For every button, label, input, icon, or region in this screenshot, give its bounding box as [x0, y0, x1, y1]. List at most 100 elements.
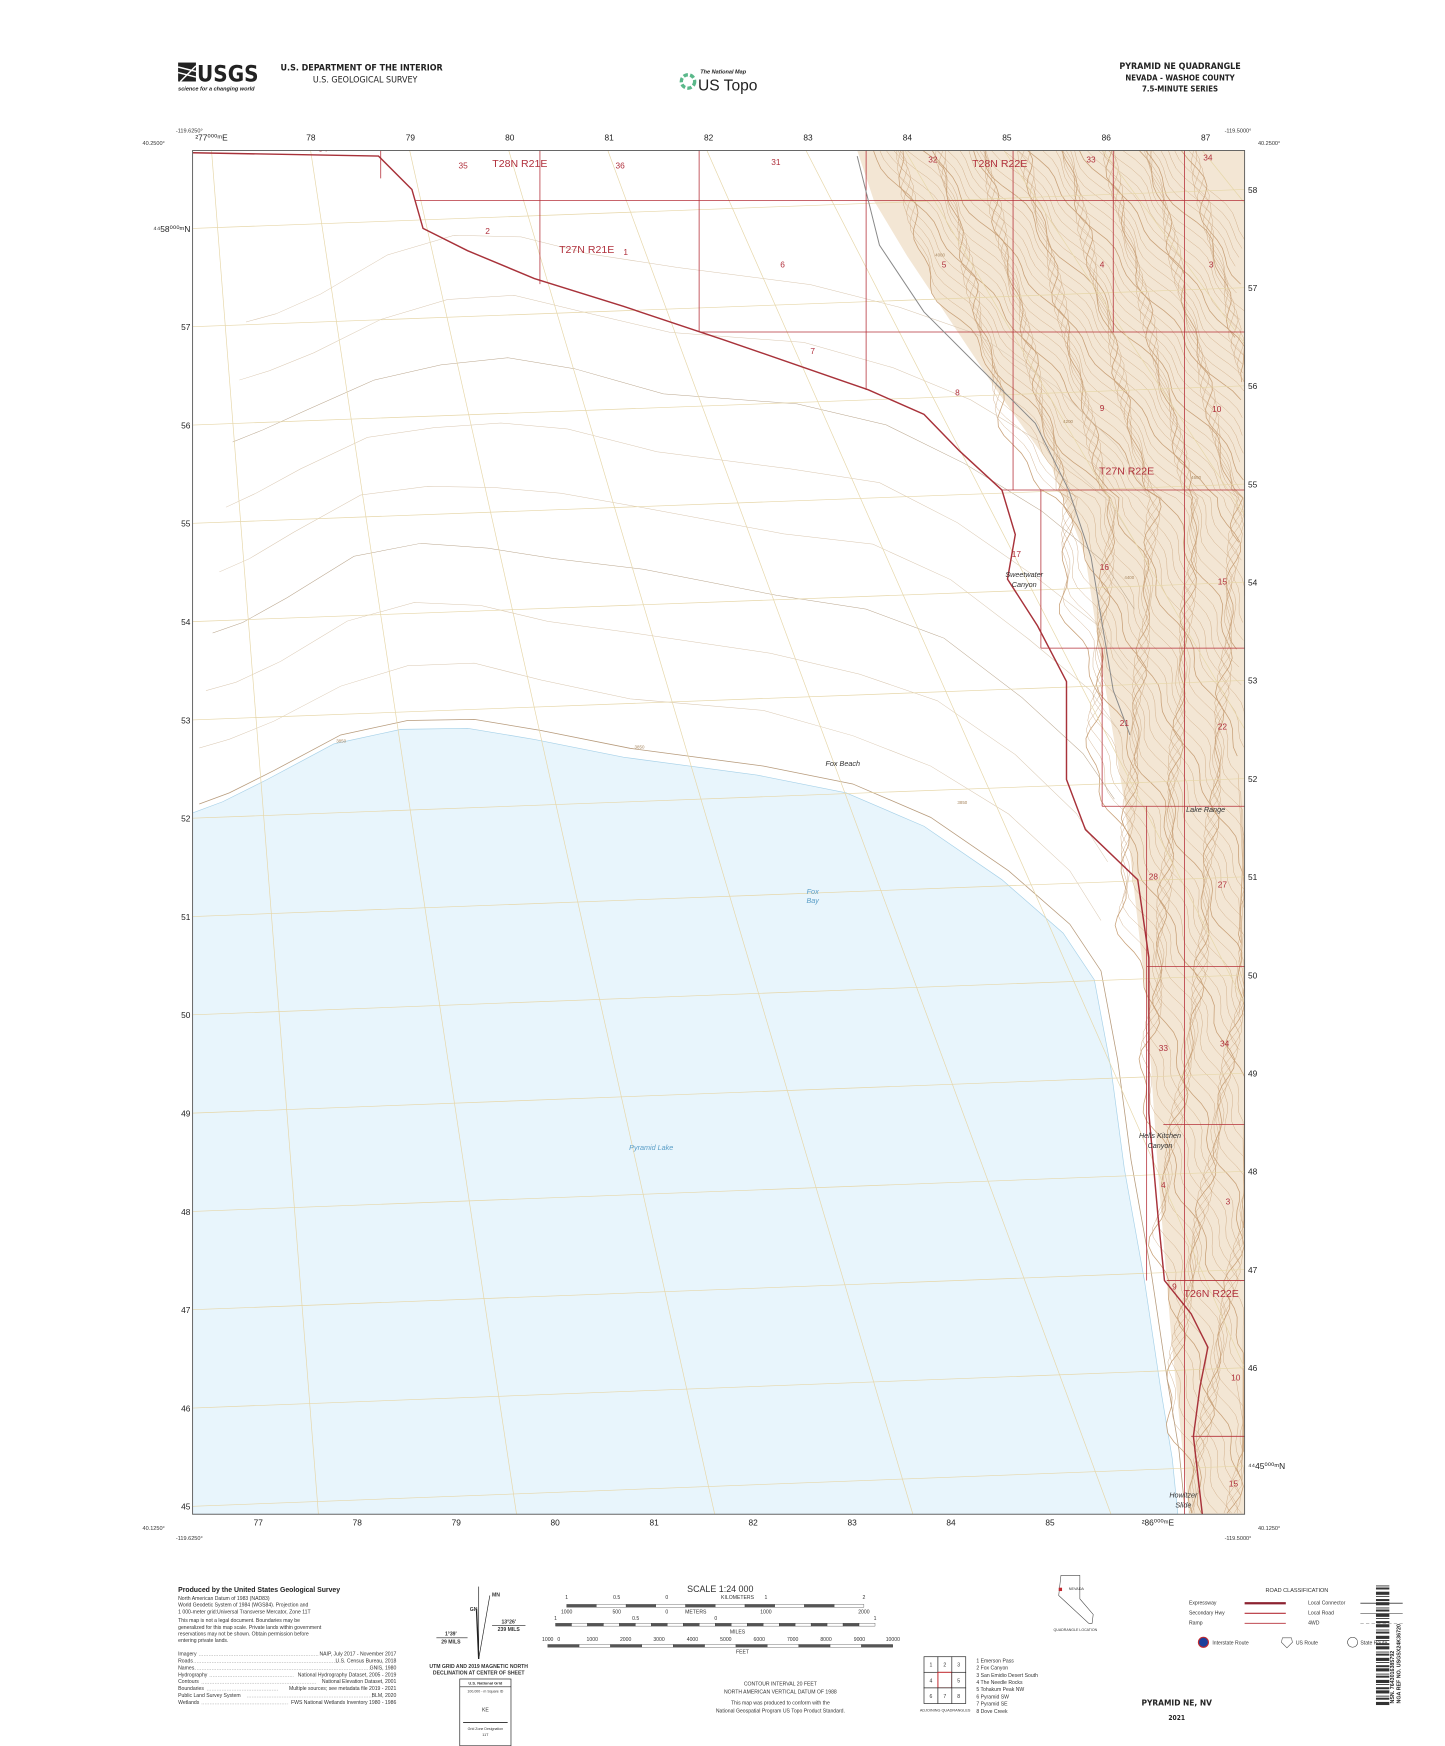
map-body[interactable]: T28N R21E T27N R21E T28N R22E T27N R22E T26N…	[192, 144, 1445, 1515]
scale-tick: 2000	[858, 1609, 870, 1615]
contour-line	[896, 150, 1218, 1514]
disclaimer-line: This map is not a legal document. Bounda…	[178, 1618, 300, 1624]
barcode-bar	[1375, 1675, 1390, 1678]
adjoining-quad-name: 1 Emerson Pass	[976, 1658, 1014, 1664]
contour-line	[1042, 150, 1244, 641]
scale-bar-segment	[715, 1604, 746, 1608]
contour-line	[938, 150, 1244, 1514]
section-number: 33	[1159, 1043, 1169, 1053]
scale-bar-segment	[861, 1644, 893, 1648]
section-lines	[380, 150, 1245, 1515]
scale-bar-segment	[685, 1604, 716, 1608]
grid-line-northing	[192, 581, 1245, 622]
barcode-bar	[1375, 1662, 1390, 1663]
svg-text:QUADRANGLE LOCATION: QUADRANGLE LOCATION	[1054, 1628, 1098, 1632]
scale-tick: 2	[862, 1595, 865, 1601]
svg-text:GN: GN	[470, 1607, 478, 1613]
credit-item: Hydrography	[178, 1672, 208, 1678]
scale-bar-segment	[744, 1604, 775, 1608]
adjoining-quad-name: 6 Pyramid SW	[976, 1694, 1009, 1700]
section-number: 5	[942, 259, 947, 269]
barcode-bar	[1375, 1629, 1390, 1631]
adjoining-quad-name: 3 San Emidio Desert South	[976, 1673, 1038, 1679]
route-label: Interstate Route	[1212, 1640, 1249, 1646]
scale-bar-segment	[641, 1644, 674, 1648]
svg-text:NSN. 7643016385792: NSN. 7643016385792	[1390, 1651, 1396, 1704]
scale-bar-segment	[715, 1623, 732, 1627]
datum-notes: North American Datum of 1983 (NAD83)Worl…	[178, 1596, 311, 1615]
scale-bar-segment	[794, 1623, 812, 1627]
barcode-bar	[1375, 1646, 1390, 1650]
township-label: T28N R22E	[972, 158, 1027, 170]
adjoining-cell-number: 4	[929, 1678, 932, 1684]
section-number: 3	[1209, 259, 1214, 269]
easting-tick-top: 83	[803, 132, 813, 142]
contour-line	[932, 150, 1245, 1478]
sheet-name: PYRAMID NE, NV	[1141, 1698, 1212, 1708]
barcode-bar	[1375, 1665, 1390, 1668]
place-name: Canyon	[1012, 580, 1037, 589]
contour-line	[898, 150, 1215, 1514]
state-highway[interactable]	[192, 152, 1209, 1515]
adjoining-cell-number: 1	[929, 1663, 932, 1669]
conform-line2: National Geospatial Program US Topo Prod…	[716, 1708, 845, 1714]
scale-bar-segment	[804, 1604, 835, 1608]
road-type-label: Local Connector	[1308, 1600, 1346, 1606]
grid-line-easting	[805, 150, 1245, 1005]
northing-tick-right: 55	[1248, 479, 1258, 489]
northing-tick-left: 53	[181, 715, 191, 725]
water-feature-label: Bay	[806, 896, 819, 905]
section-number: 3	[1226, 1197, 1231, 1207]
northing-tick-left: 55	[181, 519, 191, 529]
scale-tick: 2000	[620, 1637, 632, 1643]
credits-table: Imagery NAIP, July 2017 - November 2017 Ro…	[178, 1652, 396, 1706]
credit-item: Contours	[178, 1679, 199, 1685]
adjoining-cell-number: 5	[957, 1678, 960, 1684]
contour-line	[1018, 150, 1245, 890]
scale-tick: 0	[557, 1637, 560, 1643]
road-type-label: 4WD	[1308, 1620, 1320, 1626]
svg-text:Grid Zone Designation: Grid Zone Designation	[468, 1727, 504, 1731]
adjoining-quad-name: 5 Tohakum Peak NW	[976, 1687, 1024, 1693]
contour-line	[879, 150, 1200, 1514]
credit-source: Multiple sources; see metadata file 2019…	[289, 1686, 397, 1692]
scale-bar-segment	[778, 1623, 796, 1627]
contour-line	[199, 662, 1102, 921]
contour-line	[1152, 150, 1238, 329]
contour-elevation-label: 4000	[935, 252, 945, 257]
road-classification-legend: ROAD CLASSIFICATION Expressway Secondary …	[1189, 1588, 1403, 1649]
section-number: 31	[771, 157, 781, 167]
section-number: 33	[1086, 155, 1096, 165]
section-number: 27	[1218, 879, 1228, 889]
contour-line	[1149, 150, 1243, 374]
contour-line	[976, 150, 1245, 1051]
adjoining-cell	[951, 1687, 967, 1704]
section-number: 7	[810, 346, 815, 356]
contour-line	[1003, 150, 1245, 908]
svg-text:US Topo: US Topo	[698, 77, 758, 94]
contour-line	[1174, 150, 1237, 294]
contour-elevation-label: 3850	[635, 744, 645, 749]
contour-elevation-label: 4400	[1124, 575, 1134, 580]
grid-line-northing	[192, 287, 1245, 328]
contour-line	[896, 150, 1232, 1514]
township-label: T28N R21E	[492, 158, 547, 170]
contour-line	[1055, 150, 1244, 623]
adjoining-caption: ADJOINING QUADRANGLES	[920, 1708, 971, 1712]
scale-tick: 1	[874, 1616, 877, 1622]
northing-tick-right: 48	[1248, 1167, 1258, 1177]
easting-tick-top: 82	[704, 132, 714, 142]
scale-bar-segment	[810, 1623, 828, 1627]
contour-elevation-label: 3850	[336, 739, 346, 744]
contour-line	[937, 150, 1244, 1514]
grid-line-northing	[192, 876, 1245, 917]
contour-line	[1062, 150, 1240, 525]
easting-tick-bottom: 83	[847, 1517, 857, 1527]
barcode-bar	[1375, 1668, 1390, 1672]
barcode-bar	[1375, 1595, 1390, 1597]
easting-tick-top: 79	[406, 132, 416, 142]
contour-line	[1074, 150, 1240, 490]
barcode-bar	[1375, 1635, 1390, 1639]
adjoining-quad-name: 2 Fox Canyon	[976, 1666, 1008, 1672]
svg-text:-119.6250°: -119.6250°	[176, 1536, 203, 1542]
